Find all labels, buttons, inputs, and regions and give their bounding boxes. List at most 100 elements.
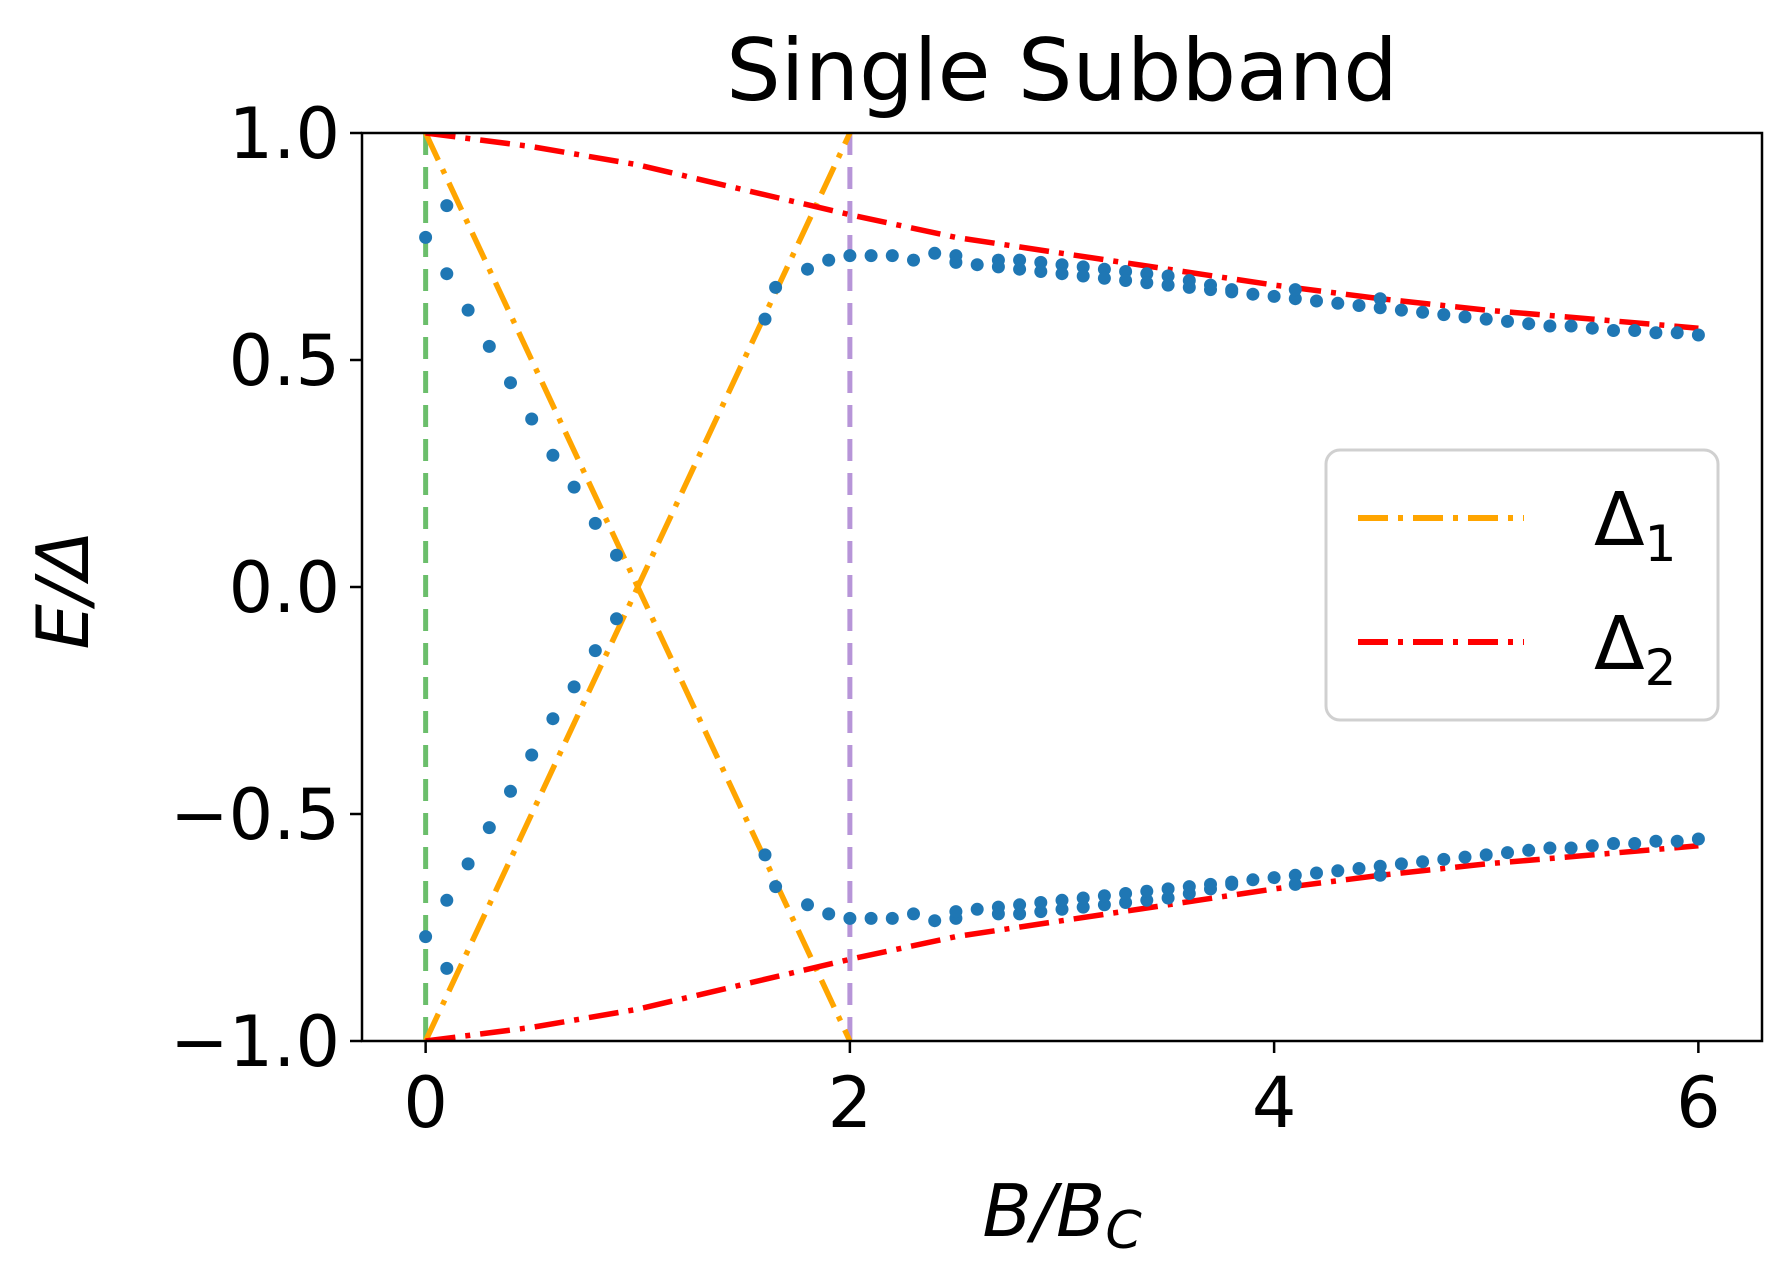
scatter-point-lower-55 — [1394, 857, 1408, 871]
scatter-point-lower-43 — [1204, 877, 1217, 891]
scatter-point-upper-70 — [1670, 326, 1684, 340]
x-tick-label-2: 4 — [1252, 1062, 1297, 1144]
plot-area — [419, 133, 1705, 1041]
x-tick-label-0: 0 — [403, 1062, 448, 1144]
scatter-point-upper-47 — [1225, 285, 1239, 299]
scatter-point-upper-59 — [1437, 308, 1451, 322]
scatter-point-lower-9 — [588, 644, 602, 658]
chart-title: Single Subband — [726, 21, 1398, 121]
scatter-point-lower-7 — [546, 712, 560, 726]
scatter-point-lower-66 — [1628, 837, 1642, 850]
scatter-point-upper-54 — [1352, 299, 1366, 312]
scatter-point-lower-38 — [1161, 891, 1175, 905]
scatter-point-upper-14 — [801, 262, 814, 276]
scatter-point-upper-31 — [1055, 267, 1069, 281]
scatter-point-lower-23 — [991, 900, 1005, 914]
scatter-point-lower-18 — [928, 914, 942, 928]
scatter-point-lower-11 — [769, 880, 783, 894]
scatter-point-upper-39 — [1140, 276, 1154, 290]
scatter-point-upper-71 — [1691, 328, 1705, 342]
legend-label-delta2-main: Δ — [1594, 601, 1645, 687]
scatter-point-lower-2 — [440, 893, 454, 907]
scatter-point-lower-61 — [1522, 843, 1536, 857]
legend-label-delta1-main: Δ — [1594, 477, 1645, 563]
scatter-point-lower-57 — [1437, 852, 1451, 866]
scatter-point-lower-59 — [1479, 848, 1493, 862]
scatter-point-lower-27 — [1034, 896, 1048, 909]
scatter-point-upper-50 — [1288, 292, 1302, 306]
scatter-point-upper-34 — [1097, 262, 1111, 276]
scatter-point-upper-3 — [461, 303, 475, 317]
scatter-point-upper-51 — [1288, 283, 1302, 297]
scatter-point-lower-29 — [1055, 893, 1069, 907]
scatter-point-lower-49 — [1288, 877, 1302, 891]
scatter-point-upper-68 — [1628, 324, 1642, 337]
scatter-point-lower-21 — [970, 902, 984, 916]
scatter-point-upper-62 — [1501, 314, 1514, 328]
scatter-point-lower-37 — [1140, 884, 1154, 898]
scatter-point-lower-10 — [758, 848, 772, 862]
x-axis-label-main: B/B — [982, 1169, 1105, 1253]
scatter-point-upper-65 — [1564, 319, 1578, 333]
scatter-point-upper-41 — [1161, 278, 1175, 292]
scatter-point-lower-35 — [1119, 887, 1133, 900]
scatter-point-upper-48 — [1246, 287, 1260, 301]
scatter-point-lower-8 — [567, 680, 581, 694]
scatter-point-lower-5 — [504, 784, 517, 798]
scatter-point-upper-5 — [504, 376, 517, 390]
legend-label-delta2: Δ2 — [1594, 601, 1676, 697]
scatter-point-upper-1 — [440, 199, 454, 213]
scatter-point-upper-27 — [1013, 262, 1027, 276]
scatter-point-lower-64 — [1585, 839, 1599, 853]
scatter-point-upper-49 — [1267, 289, 1281, 303]
scatter-point-lower-25 — [1013, 898, 1027, 912]
scatter-point-lower-60 — [1501, 846, 1514, 860]
scatter-point-upper-19 — [907, 253, 920, 267]
scatter-point-upper-18 — [885, 249, 899, 263]
legend: Δ1 Δ2 — [1324, 448, 1720, 722]
scatter-point-lower-68 — [1670, 834, 1684, 848]
scatter-point-lower-51 — [1331, 864, 1345, 878]
scatter-point-upper-15 — [822, 253, 836, 267]
scatter-point-upper-16 — [843, 249, 857, 263]
scatter-point-upper-35 — [1097, 271, 1111, 285]
scatter-point-upper-29 — [1034, 265, 1048, 278]
scatter-point-upper-8 — [567, 480, 581, 494]
scatter-point-lower-1 — [440, 961, 454, 975]
scatter-point-lower-52 — [1352, 862, 1366, 875]
scatter-point-lower-0 — [419, 930, 433, 944]
y-tick-label-2: 0.0 — [229, 547, 340, 629]
scatter-point-lower-62 — [1543, 841, 1557, 855]
y-tick-label-0: −1.0 — [170, 1001, 340, 1083]
legend-label-delta1: Δ1 — [1594, 477, 1676, 573]
scatter-point-lower-28 — [1055, 902, 1069, 916]
scatter-point-upper-30 — [1055, 258, 1069, 272]
scatter-point-lower-15 — [864, 911, 878, 925]
scatter-point-lower-16 — [885, 911, 899, 925]
scatter-point-upper-61 — [1479, 312, 1493, 326]
scatter-point-lower-56 — [1416, 855, 1430, 869]
scatter-point-lower-67 — [1649, 834, 1663, 848]
scatter-point-upper-25 — [991, 260, 1005, 274]
scatter-point-lower-33 — [1097, 889, 1111, 903]
scatter-point-upper-69 — [1649, 326, 1663, 340]
scatter-point-upper-40 — [1161, 269, 1175, 283]
scatter-point-upper-53 — [1331, 296, 1345, 310]
scatter-point-upper-45 — [1204, 283, 1217, 297]
scatter-point-upper-37 — [1119, 274, 1133, 287]
y-axis-label-text: E/Δ — [21, 530, 105, 649]
scatter-point-upper-64 — [1543, 319, 1557, 333]
scatter-point-upper-12 — [758, 312, 772, 326]
scatter-point-lower-12 — [801, 898, 814, 912]
y-tick-label-4: 1.0 — [229, 93, 340, 175]
scatter-point-lower-53 — [1373, 859, 1387, 873]
scatter-point-lower-6 — [525, 748, 539, 762]
scatter-point-lower-45 — [1225, 875, 1239, 889]
scatter-point-upper-52 — [1310, 294, 1323, 308]
scatter-point-lower-46 — [1246, 873, 1260, 887]
scatter-point-upper-55 — [1373, 301, 1387, 315]
scatter-point-upper-56 — [1373, 292, 1387, 306]
scatter-point-upper-23 — [970, 258, 984, 272]
x-tick-label-3: 6 — [1676, 1062, 1721, 1144]
